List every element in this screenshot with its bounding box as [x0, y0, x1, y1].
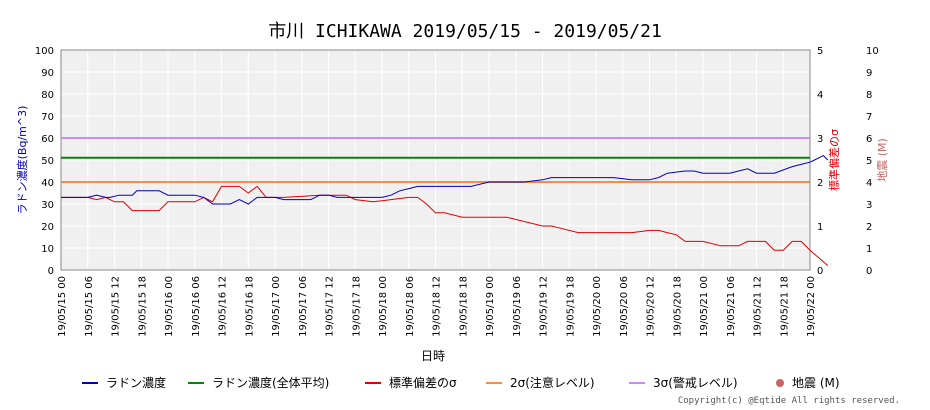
x-tick-label: 19/05/20 06: [619, 276, 630, 337]
legend-label: ラドン濃度(全体平均): [212, 376, 330, 390]
legend-swatch: [776, 378, 784, 387]
y-tick-label-magnitude: 1: [866, 244, 872, 255]
x-tick-label: 19/05/22 00: [806, 276, 817, 337]
y-tick-label-magnitude: 7: [866, 112, 872, 123]
y-axis-label-magnitude: 地震 (M): [876, 138, 889, 182]
x-tick-label: 19/05/20 18: [672, 276, 683, 337]
y-tick-label-left: 80: [41, 90, 54, 101]
legend-item-radon: ラドン濃度: [82, 374, 166, 391]
x-tick-label: 19/05/16 18: [244, 276, 255, 337]
legend-swatch: [629, 381, 645, 384]
y-tick-label-sigma: 3: [817, 134, 823, 145]
x-tick-label: 19/05/18 06: [405, 276, 416, 337]
x-tick-label: 19/05/21 06: [726, 276, 737, 337]
x-tick-label: 19/05/17 18: [351, 276, 362, 337]
legend-label: 2σ(注意レベル): [510, 376, 595, 390]
y-tick-label-sigma: 5: [817, 46, 823, 57]
legend-swatch: [365, 381, 381, 384]
copyright-text: Copyright(c) @Eqtide All rights reserved…: [677, 396, 900, 406]
x-tick-label: 19/05/20 00: [592, 276, 603, 337]
chart-legend: ラドン濃度 ラドン濃度(全体平均) 標準偏差のσ 2σ(注意レベル) 3σ(警戒…: [0, 374, 930, 392]
y-tick-label-sigma: 4: [817, 90, 823, 101]
x-tick-label: 19/05/18 12: [432, 276, 443, 337]
x-tick-label: 19/05/19 00: [485, 276, 496, 337]
legend-item-2sigma: 2σ(注意レベル): [486, 374, 595, 391]
y-tick-label-magnitude: 10: [866, 46, 879, 57]
legend-swatch: [82, 381, 98, 384]
legend-item-earthquake: 地震 (M): [776, 374, 840, 391]
x-tick-label: 19/05/18 00: [378, 276, 389, 337]
x-axis-label: 日時: [421, 349, 445, 363]
y-axis-label-sigma: 標準偏差のσ: [827, 129, 841, 191]
x-tick-label: 19/05/15 18: [137, 276, 148, 337]
y-tick-label-magnitude: 3: [866, 200, 872, 211]
x-tick-label: 19/05/21 00: [699, 276, 710, 337]
y-tick-label-left: 90: [41, 68, 54, 79]
x-tick-label: 19/05/15 00: [57, 276, 68, 337]
y-tick-label-left: 100: [35, 46, 54, 57]
x-tick-label: 19/05/19 06: [512, 276, 523, 337]
legend-label: 3σ(警戒レベル): [653, 376, 738, 390]
y-tick-label-left: 20: [41, 222, 54, 233]
x-tick-label: 19/05/21 18: [779, 276, 790, 337]
legend-swatch: [486, 381, 502, 384]
x-tick-label: 19/05/19 18: [565, 276, 576, 337]
y-tick-label-left: 10: [41, 244, 54, 255]
legend-swatch: [188, 381, 204, 384]
y-tick-label-magnitude: 6: [866, 134, 872, 145]
legend-item-average: ラドン濃度(全体平均): [188, 374, 329, 391]
x-tick-label: 19/05/20 12: [646, 276, 657, 337]
x-tick-label: 19/05/21 12: [753, 276, 764, 337]
y-tick-label-left: 60: [41, 134, 54, 145]
series-radon-line: [61, 154, 829, 205]
y-tick-label-left: 40: [41, 178, 54, 189]
y-tick-label-sigma: 2: [817, 178, 823, 189]
x-tick-label: 19/05/17 12: [325, 276, 336, 337]
x-tick-label: 19/05/16 06: [191, 276, 202, 337]
y-tick-label-left: 70: [41, 112, 54, 123]
legend-item-3sigma: 3σ(警戒レベル): [629, 374, 738, 391]
y-tick-label-magnitude: 5: [866, 156, 872, 167]
plot-frame: [60, 49, 811, 271]
legend-item-sigma: 標準偏差のσ: [365, 374, 457, 391]
y-tick-label-left: 50: [41, 156, 54, 167]
series-sigma-line: [61, 185, 829, 266]
x-tick-label: 19/05/16 00: [164, 276, 175, 337]
legend-label: 地震 (M): [792, 376, 840, 390]
x-tick-label: 19/05/16 12: [218, 276, 229, 337]
y-tick-label-magnitude: 9: [866, 68, 872, 79]
y-tick-label-left: 30: [41, 200, 54, 211]
x-tick-label: 19/05/19 12: [539, 276, 550, 337]
y-tick-label-magnitude: 4: [866, 178, 872, 189]
x-tick-label: 19/05/15 12: [111, 276, 122, 337]
legend-label: 標準偏差のσ: [389, 376, 457, 390]
y-axis-label-left: ラドン濃度(Bq/m^3): [15, 106, 29, 215]
x-tick-label: 19/05/15 06: [84, 276, 95, 337]
chart-title: 市川 ICHIKAWA 2019/05/15 - 2019/05/21: [268, 21, 662, 42]
y-tick-label-left: 0: [48, 266, 54, 277]
x-tick-label: 19/05/17 00: [271, 276, 282, 337]
legend-label: ラドン濃度: [106, 376, 167, 390]
x-tick-label: 19/05/18 18: [458, 276, 469, 337]
y-tick-label-magnitude: 8: [866, 90, 872, 101]
y-tick-label-sigma: 1: [817, 222, 823, 233]
y-tick-label-magnitude: 2: [866, 222, 872, 233]
x-tick-label: 19/05/17 06: [298, 276, 309, 337]
y-tick-label-magnitude: 0: [866, 266, 872, 277]
y-tick-label-sigma: 0: [817, 266, 823, 277]
